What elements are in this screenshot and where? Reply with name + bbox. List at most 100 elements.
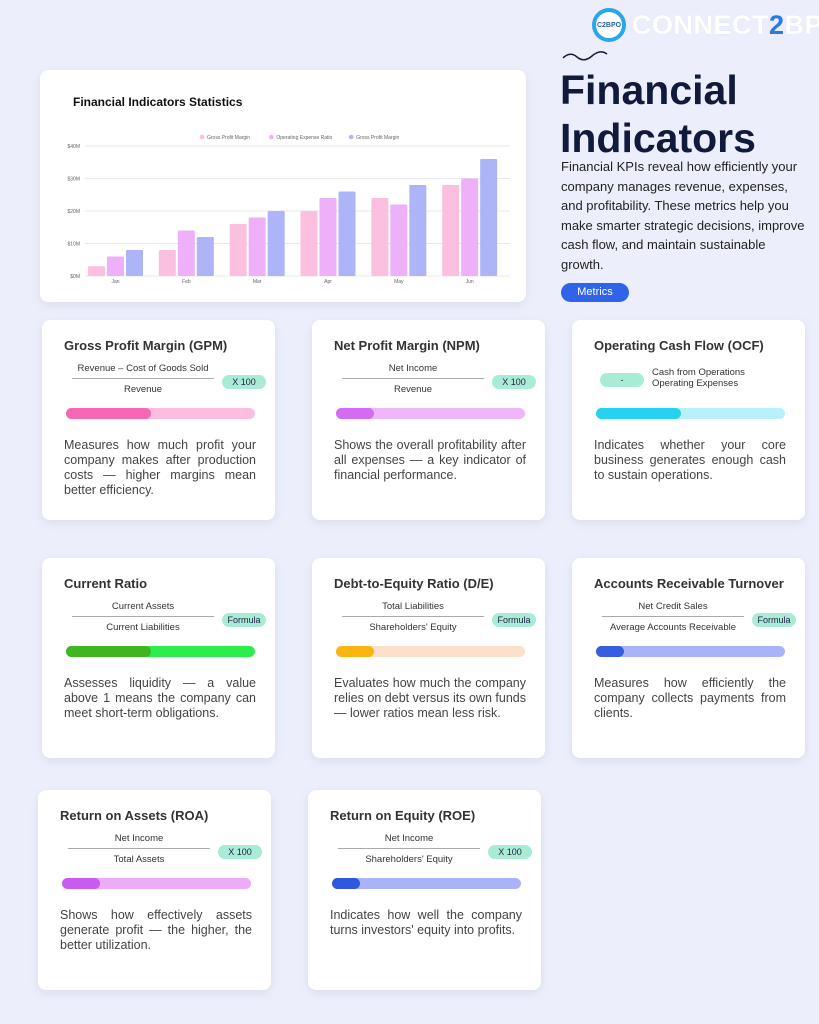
bar-jun-series-2 (461, 178, 479, 276)
formula: Net Income Shareholders' Equity (338, 833, 480, 865)
formula: Cash from Operations Operating Expenses (652, 367, 745, 389)
title-line: Financial (560, 67, 738, 113)
logo-badge: C2BPO (592, 8, 626, 42)
bar-jun-series-3 (480, 159, 498, 276)
squiggle-decoration (562, 51, 608, 61)
card-title: Gross Profit Margin (GPM) (64, 338, 228, 353)
bar-jun-series-1 (442, 185, 460, 276)
card-return-on-assets-roa: Return on Assets (ROA) Net Income Total As… (38, 790, 271, 990)
card-title: Net Profit Margin (NPM) (334, 338, 480, 353)
formula-badge: X 100 (488, 845, 532, 859)
bar-feb-series-3 (196, 237, 214, 276)
formula-numerator: Net Income (338, 833, 480, 849)
progress-fill (66, 408, 152, 419)
card-description: Evaluates how much the company relies on… (334, 676, 526, 720)
legend-label: Gross Profit Margin (207, 135, 250, 141)
card-title: Return on Assets (ROA) (60, 808, 209, 823)
bar-jan-series-1 (88, 266, 105, 276)
bar-chart: $0M $10M $20M $30M $40M Jan Feb Mar Apr May Jun Gro… (67, 134, 510, 285)
intro-text: Financial KPIs reveal how efficiently yo… (561, 159, 805, 272)
progress-bar (62, 878, 251, 889)
formula-denominator: Current Liabilities (106, 622, 180, 633)
progress-fill (596, 646, 625, 657)
legend-label: Gross Profit Margin (356, 135, 399, 141)
y-tick-label: $20M (67, 209, 80, 215)
progress-bar (336, 646, 525, 657)
card-description: Assesses liquidity — a value above 1 mea… (64, 676, 256, 720)
card-accounts-receivable-turnover: Accounts Receivable Turnover Net Credit S… (572, 558, 805, 758)
card-title: Return on Equity (ROE) (330, 808, 476, 823)
progress-bar (332, 878, 521, 889)
formula-denominator: Shareholders' Equity (365, 854, 453, 865)
card-return-on-equity-roe: Return on Equity (ROE) Net Income Sharehol… (308, 790, 541, 990)
brand-name-part: BPO (784, 9, 819, 40)
card-title: Current Ratio (64, 576, 148, 591)
formula-numerator: Total Liabilities (342, 601, 484, 617)
card-debt-to-equity-ratio-d-e: Debt-to-Equity Ratio (D/E) Total Liabilit… (312, 558, 545, 758)
y-tick-label: $30M (67, 177, 80, 183)
formula-denominator: Revenue (123, 384, 163, 395)
page-title: Financial Indicators (560, 66, 756, 162)
card-description: Measures how much profit your company ma… (64, 438, 256, 497)
brand-name-part: CONNECT (632, 9, 769, 40)
formula-term: Cash from Operations (652, 367, 745, 378)
card-title: Debt-to-Equity Ratio (D/E) (334, 576, 494, 591)
chart-title: Financial Indicators Statistics (73, 95, 243, 109)
card-title: Accounts Receivable Turnover (594, 576, 784, 591)
brand-name-accent: 2 (769, 9, 785, 40)
bar-jan-series-2 (107, 256, 124, 276)
formula-numerator: Net Income (68, 833, 210, 849)
progress-fill (336, 646, 374, 657)
formula-denominator: Shareholders' Equity (369, 622, 457, 633)
formula: Net Income Total Assets (68, 833, 210, 865)
metrics-pill[interactable]: Metrics (561, 283, 629, 302)
card-description: Indicates how well the company turns inv… (330, 908, 522, 937)
formula-badge: X 100 (492, 375, 536, 389)
legend-swatch (199, 134, 205, 140)
progress-bar (66, 408, 255, 419)
formula-numerator: Revenue – Cost of Goods Sold (72, 363, 214, 379)
formula-denominator: Average Accounts Receivable (609, 622, 737, 633)
bar-mar-series-2 (248, 217, 266, 276)
bar-feb-series-2 (177, 230, 195, 276)
card-operating-cash-flow-ocf: Operating Cash Flow (OCF) - Cash from Ope… (572, 320, 805, 520)
formula-badge: Formula (222, 613, 266, 627)
card-net-profit-margin-npm: Net Profit Margin (NPM) Net Income Revenue… (312, 320, 545, 520)
bar-jan-series-3 (126, 250, 143, 276)
bar-may-series-3 (409, 185, 427, 276)
progress-fill (336, 408, 374, 419)
card-title: Operating Cash Flow (OCF) (594, 338, 764, 353)
formula-denominator: Total Assets (113, 854, 165, 865)
progress-bar (336, 408, 525, 419)
progress-bar (596, 408, 785, 419)
bar-mar-series-3 (267, 211, 285, 276)
x-tick-label: Jun (466, 279, 474, 285)
bar-mar-series-1 (229, 224, 247, 276)
progress-fill (66, 646, 152, 657)
progress-fill (332, 878, 361, 889)
formula: Net Credit Sales Average Accounts Receiva… (602, 601, 744, 633)
progress-bar (66, 646, 255, 657)
minus-badge: - (600, 373, 644, 387)
formula-badge: Formula (492, 613, 536, 627)
progress-fill (596, 408, 682, 419)
formula: Revenue – Cost of Goods Sold Revenue (72, 363, 214, 395)
formula: Net Income Revenue (342, 363, 484, 395)
legend-swatch (269, 134, 274, 140)
formula-badge: Formula (752, 613, 796, 627)
bar-apr-series-3 (338, 191, 356, 276)
card-description: Measures how efficiently the company col… (594, 676, 786, 720)
card-current-ratio: Current Ratio Current Assets Current Liabi… (42, 558, 275, 758)
y-tick-label: $0M (70, 274, 80, 280)
title-line: Indicators (560, 115, 756, 161)
chart-card: Financial Indicators Statistics $0M $10M $… (40, 70, 526, 302)
bar-apr-series-2 (319, 198, 337, 276)
formula-term: Operating Expenses (652, 378, 739, 389)
card-description: Indicates whether your core business gen… (594, 438, 786, 482)
progress-fill (62, 878, 100, 889)
formula-numerator: Net Credit Sales (602, 601, 744, 617)
formula-denominator: Revenue (393, 384, 433, 395)
formula-numerator: Current Assets (72, 601, 214, 617)
brand-name: CONNECT2BPO (632, 10, 819, 41)
y-tick-label: $10M (67, 242, 80, 248)
